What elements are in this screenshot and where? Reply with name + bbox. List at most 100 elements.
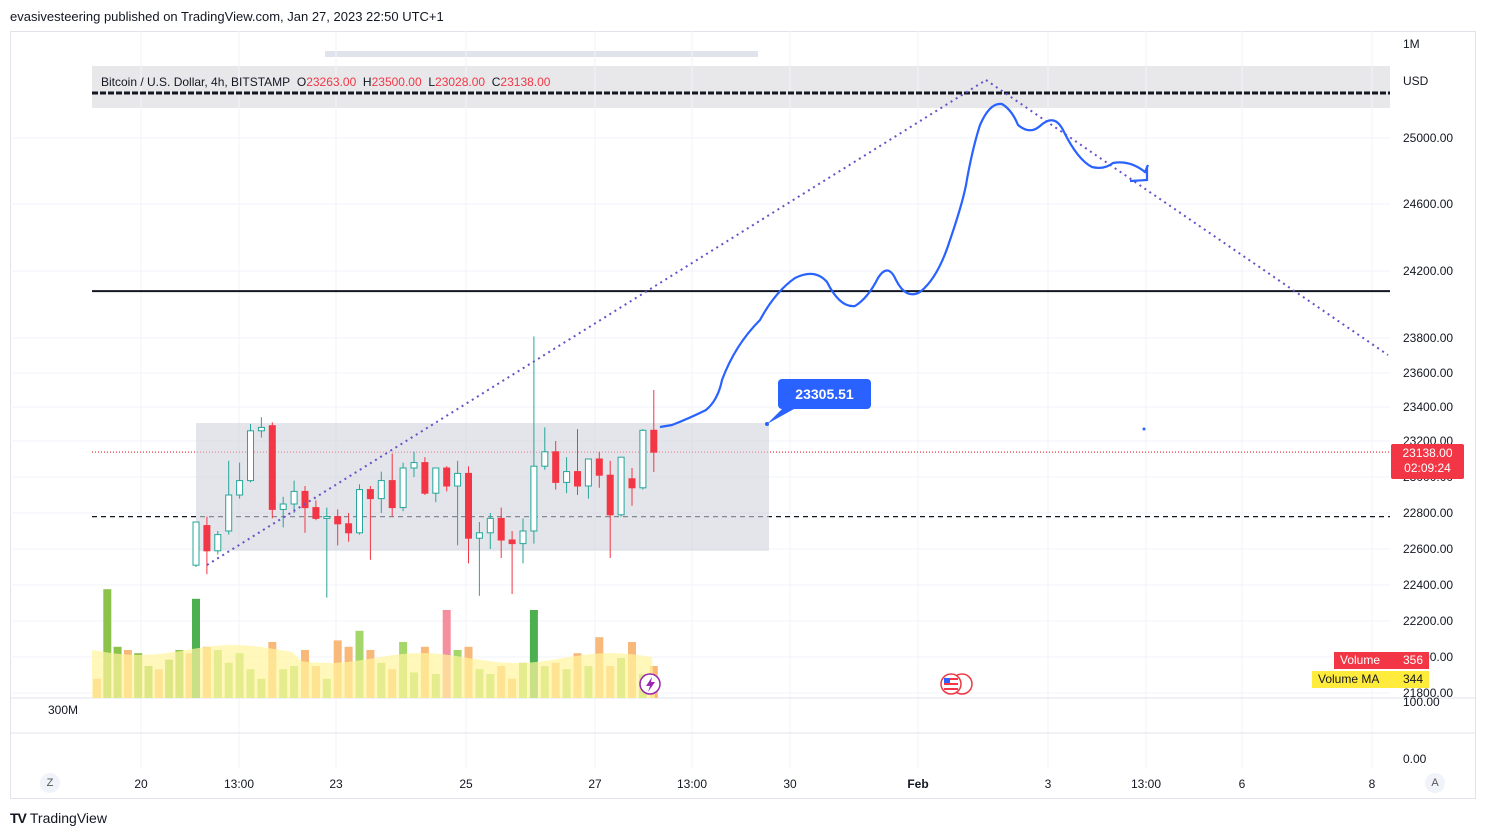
time-tick-label: 8 [1369, 777, 1376, 791]
candle-body [345, 523, 353, 534]
volume-bar [103, 589, 112, 698]
price-tick-label: 23800.00 [1403, 331, 1453, 345]
candle-body [508, 539, 516, 545]
legend-low: 23028.00 [435, 75, 486, 89]
candle-body [541, 451, 549, 467]
candle-body [399, 467, 407, 509]
time-tick-label: 27 [588, 777, 602, 791]
candle-body [312, 507, 320, 519]
candles [192, 336, 658, 598]
candle-body [421, 462, 429, 494]
projected-path[interactable] [659, 102, 1150, 429]
candle-body [334, 516, 342, 525]
candle-body [519, 530, 527, 545]
time-tick-label: 13:00 [1131, 777, 1161, 791]
candle-body [530, 465, 538, 532]
price-callout[interactable]: 23305.51 [778, 379, 871, 409]
volume-bar [442, 610, 451, 698]
legend-c-label: C [491, 75, 501, 89]
candle-body [192, 521, 200, 566]
candle-body [323, 516, 331, 519]
time-tick-label: 20 [134, 777, 148, 791]
price-tick-label: 21800.00 [1403, 686, 1453, 700]
volume-bar [192, 598, 200, 698]
candle-body [595, 458, 603, 476]
candle-body [454, 472, 462, 487]
candle-body [410, 462, 418, 469]
volume-scale-label: 100.00 [1403, 695, 1440, 709]
volume-tag: Volume 356 [1334, 652, 1429, 669]
currency-label: USD [1403, 74, 1429, 88]
candle-body [584, 458, 592, 487]
time-tick-label: 3 [1045, 777, 1052, 791]
time-tick-label: 13:00 [224, 777, 254, 791]
projected-path-arrow [1129, 166, 1149, 183]
candle-body [366, 489, 374, 500]
candle-body [247, 430, 254, 482]
candle-body [225, 494, 233, 532]
volume-value: 356 [1402, 653, 1423, 667]
candle-body [552, 451, 560, 483]
bar-countdown: 02:09:24 [1404, 461, 1451, 475]
candle-body [650, 429, 658, 453]
candle-body [617, 456, 625, 516]
stray-dot [1142, 427, 1146, 431]
chart-frame [10, 31, 1476, 799]
price-tick-label: 22400.00 [1403, 578, 1453, 592]
callout-pointer [767, 409, 794, 424]
lightning-icon[interactable] [639, 673, 661, 695]
footer-brand[interactable]: TV TradingView [10, 810, 107, 826]
us-flag-event-icon[interactable] [940, 673, 973, 695]
volume-ma-tag: Volume MA 344 [1312, 671, 1429, 688]
time-tick-label: 13:00 [677, 777, 707, 791]
candle-body [279, 503, 287, 510]
price-tick-label: 24200.00 [1403, 264, 1453, 278]
last-price-tag: 23138.00 02:09:24 [1391, 444, 1464, 479]
time-axis[interactable]: 20 13:00 23 25 27 13:00 30 Feb 3 13:00 6 8 [134, 777, 1375, 791]
legend-symbol: Bitcoin / U.S. Dollar, 4h, BITSTAMP [101, 75, 291, 89]
candle-body [301, 490, 309, 509]
time-tick-label: 25 [459, 777, 473, 791]
candle-body [432, 467, 440, 494]
candle-body [443, 467, 451, 487]
time-tick-label: 6 [1239, 777, 1246, 791]
price-tick-label: 23600.00 [1403, 366, 1453, 380]
candle-body [356, 489, 363, 534]
scroll-bar[interactable] [325, 51, 758, 57]
candle-body [236, 480, 244, 496]
time-tick-label: 23 [329, 777, 343, 791]
price-tick-label: 22200.00 [1403, 614, 1453, 628]
volume-scale-label: 0.00 [1403, 752, 1427, 766]
price-tick-label: 23400.00 [1403, 400, 1453, 414]
candle-body [268, 425, 276, 510]
legend-l-label: L [428, 75, 436, 89]
legend-o-label: O [296, 75, 307, 89]
range-box [196, 423, 769, 551]
volume-scale-top-label: 1M [1403, 37, 1420, 51]
auto-scale-right-button[interactable]: A [1425, 773, 1445, 793]
candle-body [377, 480, 385, 500]
price-tick-label: 25000.00 [1403, 131, 1453, 145]
price-tick-label: 22800.00 [1403, 506, 1453, 520]
volume-bar [529, 610, 538, 698]
candle-body [214, 534, 222, 552]
time-tick-label: 30 [783, 777, 797, 791]
price-axis[interactable]: 1M USD 25000.00 24600.00 24200.00 23800.00 236… [48, 37, 1453, 766]
volume-label: Volume [1340, 653, 1381, 667]
candle-body [486, 517, 494, 534]
volume-ma-band [92, 645, 655, 698]
legend-close: 23138.00 [500, 75, 551, 89]
volume-ma-label: Volume MA [1318, 672, 1380, 686]
legend-band [92, 66, 1390, 108]
legend-open: 23263.00 [306, 75, 357, 89]
candle-body [257, 426, 265, 432]
candle-body [606, 474, 614, 516]
legend-h-label: H [362, 75, 372, 89]
symbol-legend: Bitcoin / U.S. Dollar, 4h, BITSTAMP O232… [101, 75, 550, 89]
callout-anchor [765, 422, 769, 426]
candle-body [475, 532, 483, 539]
auto-scale-left-button[interactable]: Z [40, 773, 60, 793]
volume-axis-label: 300M [48, 703, 78, 717]
legend-high: 23500.00 [371, 75, 422, 89]
